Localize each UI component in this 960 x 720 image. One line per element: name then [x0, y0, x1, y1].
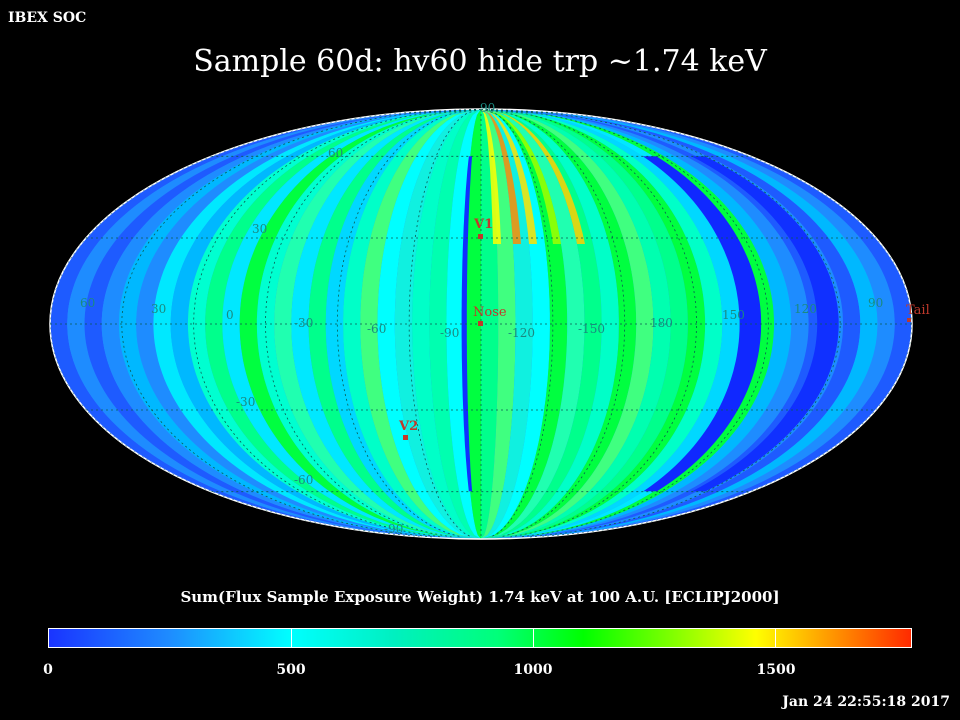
marker-v2: V2 — [398, 419, 418, 440]
lon-label-60: 60 — [80, 296, 95, 310]
lat-label-minus90: -90 — [384, 522, 403, 536]
marker-nose: Nose — [473, 305, 507, 326]
colorbar-division — [291, 629, 293, 647]
lon-label-minus90: -90 — [440, 326, 459, 340]
graticule-meridian — [121, 109, 482, 538]
lon-label-minus150: -150 — [578, 322, 605, 336]
flux-low-stripe — [642, 156, 762, 492]
colorbar-tick-1500: 1500 — [756, 662, 796, 678]
lat-label-60: 60 — [328, 146, 343, 160]
colorbar — [48, 628, 912, 648]
graticule-meridian — [193, 109, 482, 538]
lat-label-90: 90 — [480, 101, 495, 115]
lat-label-minus60: -60 — [294, 473, 313, 487]
colorbar-division — [533, 629, 535, 647]
colorbar-tick-1000: 1000 — [513, 662, 553, 678]
marker-tail: Tail — [906, 303, 930, 322]
lon-label-180: 180 — [650, 316, 673, 330]
colorbar-label: Sum(Flux Sample Exposure Weight) 1.74 ke… — [180, 588, 780, 606]
flux-hot-stripe — [481, 109, 521, 244]
flux-hot-stripe — [481, 109, 537, 244]
marker-tail-label: Tail — [906, 303, 930, 318]
graticule-meridian — [480, 109, 912, 538]
flux-stripe — [481, 109, 585, 539]
graticule-meridian — [480, 109, 769, 538]
flux-stripe — [360, 109, 481, 539]
flux-map-stripes — [50, 109, 912, 539]
lon-label-90: 90 — [868, 296, 883, 310]
lon-label-0: 0 — [226, 308, 234, 322]
timestamp: Jan 24 22:55:18 2017 — [782, 694, 950, 710]
marker-v2-label: V2 — [398, 419, 418, 434]
graticule-meridian — [50, 109, 482, 538]
flux-hot-stripe — [481, 109, 501, 244]
graticule-meridian — [480, 109, 697, 538]
graticule-meridian — [265, 109, 482, 538]
colorbar-division — [775, 629, 777, 647]
flux-hot-stripe — [481, 109, 585, 244]
lon-label-30: 30 — [151, 302, 166, 316]
map-title: Sample 60d: hv60 hide trp ~1.74 keV — [193, 44, 767, 79]
flux-stripe — [481, 109, 533, 539]
colorbar-tick-500: 500 — [276, 662, 306, 678]
flux-hot-stripe — [481, 109, 561, 244]
marker-v1: V1 — [473, 217, 493, 239]
lon-label-minus30: -30 — [294, 316, 313, 330]
flux-low-stripe — [691, 156, 839, 492]
sky-map: 90 60 30 -30 -60 -90 60 30 0 -30 -60 -90… — [49, 101, 930, 540]
colorbar-tick-0: 0 — [43, 662, 53, 678]
marker-nose-label: Nose — [473, 305, 507, 320]
flux-stripe — [429, 109, 481, 539]
lon-label-minus60: -60 — [367, 322, 386, 336]
lat-label-minus30: -30 — [236, 395, 255, 409]
lon-label-150: 150 — [722, 308, 745, 322]
lon-label-120: 120 — [794, 302, 817, 316]
lat-label-30: 30 — [252, 222, 267, 236]
flux-stripe — [481, 109, 516, 539]
flux-stripe — [412, 109, 481, 539]
marker-v1-label: V1 — [473, 217, 493, 232]
flux-stripe — [394, 109, 481, 539]
organization-label: IBEX SOC — [8, 10, 87, 26]
flux-stripe — [481, 109, 568, 539]
lon-label-minus120: -120 — [508, 326, 535, 340]
graticule-meridian — [480, 109, 841, 538]
flux-low-stripe — [461, 156, 473, 492]
flux-stripe — [377, 109, 481, 539]
